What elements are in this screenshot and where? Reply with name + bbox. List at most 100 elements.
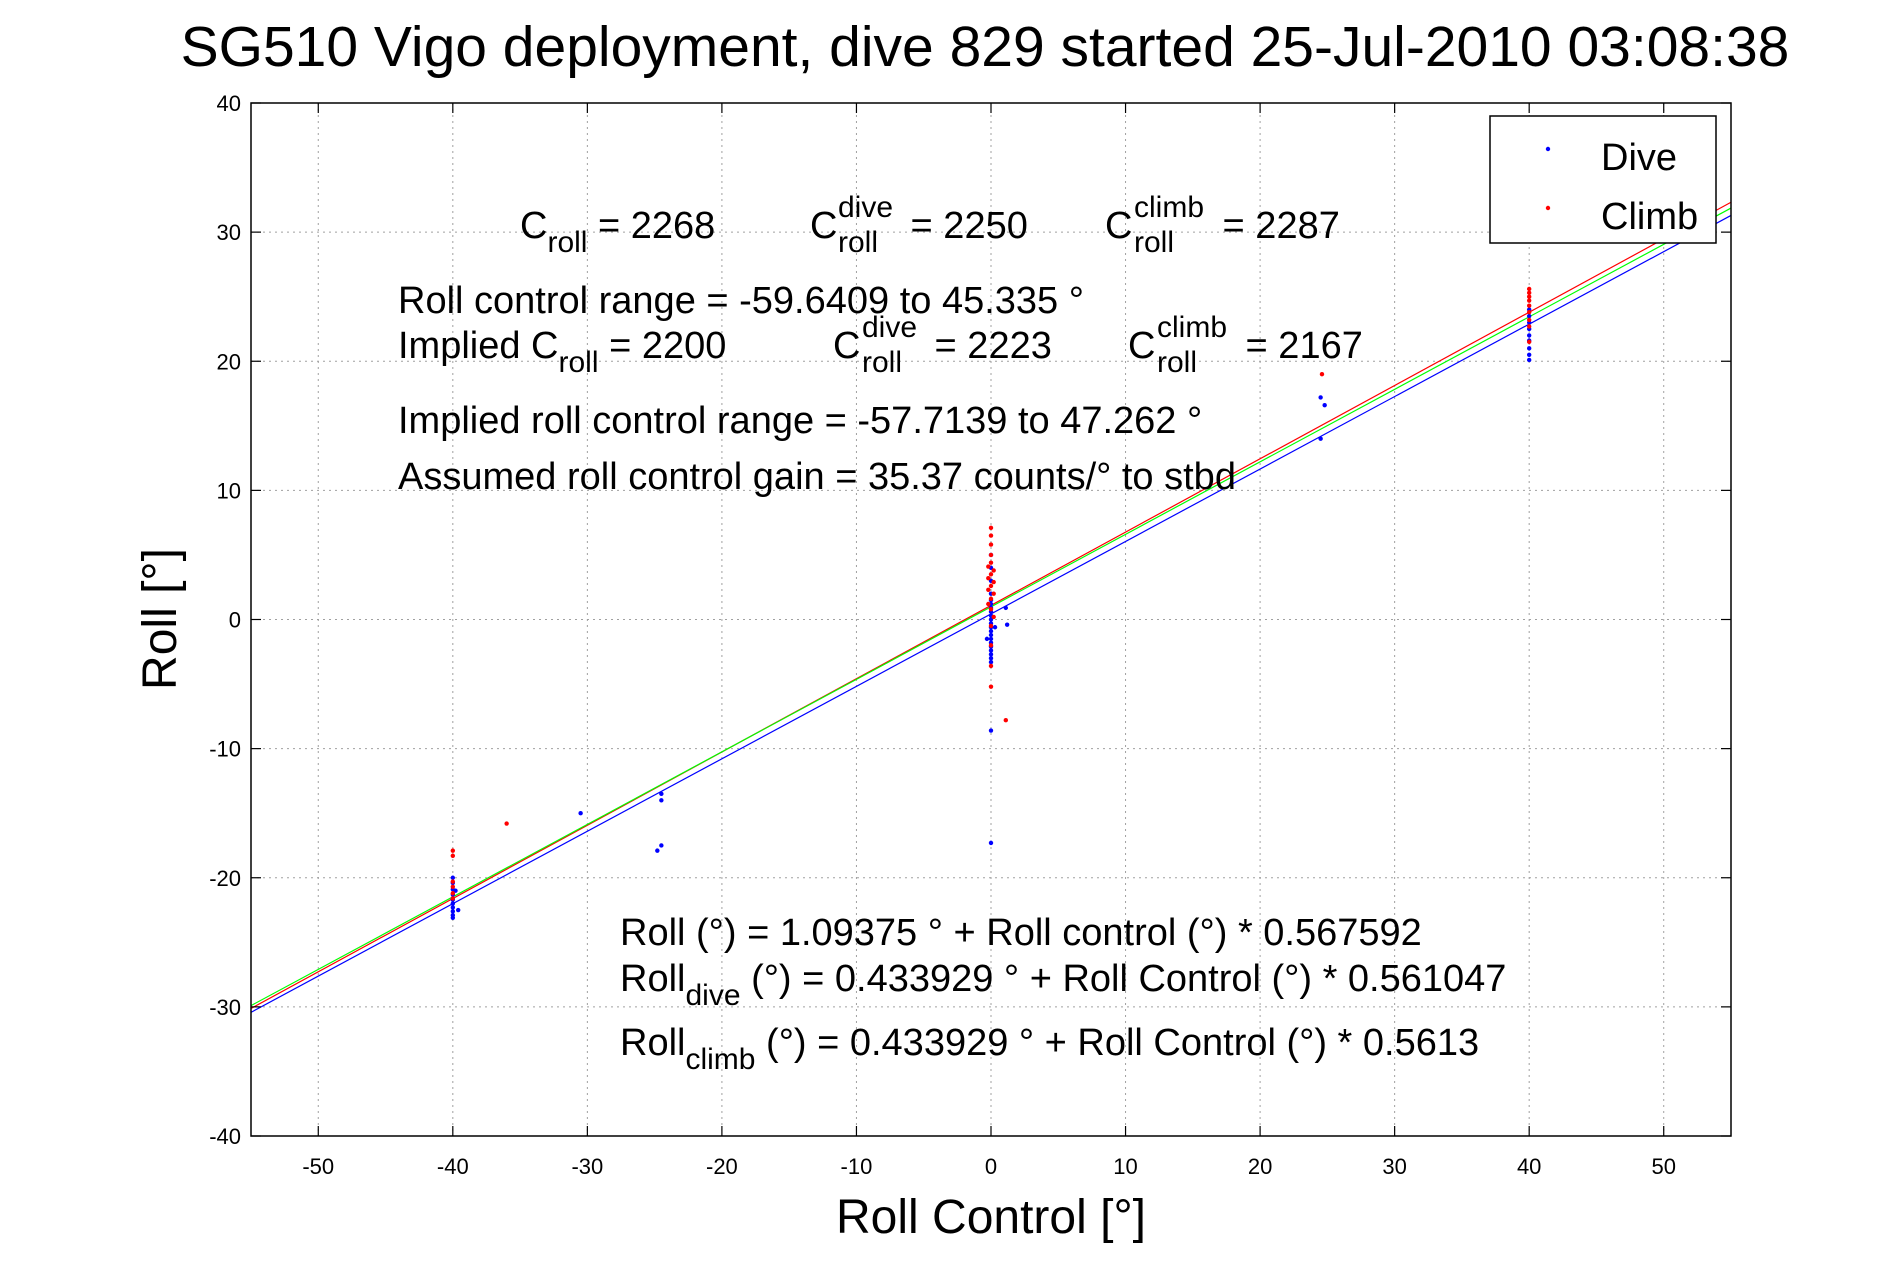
climb-point bbox=[991, 579, 996, 585]
climb-point bbox=[991, 614, 996, 620]
dive-point bbox=[1003, 605, 1008, 611]
fit-climb-base: Roll bbox=[620, 1022, 685, 1064]
climb-point bbox=[988, 643, 994, 648]
climb-point bbox=[1319, 371, 1325, 377]
x-tick-label: 40 bbox=[1517, 1154, 1541, 1179]
annotation-c-roll-dive: Cdive roll = 2250 bbox=[810, 191, 1028, 259]
y-axis-label: Roll [°] bbox=[134, 548, 187, 690]
annotations: Croll = 2268 Cdive roll = 2250 Cclimb roll… bbox=[398, 191, 1506, 1076]
implied-c-dive-sup: dive bbox=[862, 311, 917, 344]
implied-c-roll-value: = 2200 bbox=[599, 325, 727, 367]
dive-point bbox=[1004, 622, 1010, 627]
dive-point bbox=[988, 648, 994, 653]
fit-climb-sub: climb bbox=[685, 1043, 755, 1076]
dive-point bbox=[988, 659, 994, 665]
climb-point bbox=[988, 663, 994, 669]
dive-point bbox=[988, 840, 994, 846]
x-tick-label: 30 bbox=[1382, 1154, 1406, 1179]
annotation-fit-climb: Rollclimb (°) = 0.433929 ° + Roll Contro… bbox=[620, 1022, 1479, 1076]
annotation-gain: Assumed roll control gain = 35.37 counts… bbox=[398, 456, 1236, 498]
y-tick-label: -10 bbox=[209, 737, 241, 762]
dive-point bbox=[578, 810, 583, 816]
legend-marker-climb bbox=[1545, 205, 1551, 211]
climb-point bbox=[988, 560, 994, 565]
c-roll-dive-base: C bbox=[810, 205, 837, 247]
dive-point bbox=[659, 791, 664, 797]
x-axis-label: Roll Control [°] bbox=[836, 1191, 1146, 1244]
dive-point bbox=[450, 875, 456, 880]
climb-point bbox=[988, 583, 994, 589]
climb-point bbox=[986, 601, 991, 607]
dive-point bbox=[1526, 352, 1532, 357]
climb-point bbox=[1526, 294, 1532, 299]
climb-point bbox=[991, 591, 996, 596]
climb-point bbox=[988, 623, 994, 629]
fit-dive-base: Roll bbox=[620, 958, 685, 1000]
dive-point bbox=[450, 909, 456, 914]
annotation-fit-dive: Rolldive (°) = 0.433929 ° + Roll Control… bbox=[620, 958, 1506, 1012]
x-tick-label: 50 bbox=[1651, 1154, 1675, 1179]
climb-point bbox=[1526, 339, 1532, 345]
climb-point bbox=[986, 575, 991, 581]
c-roll-climb-sup: climb bbox=[1134, 191, 1204, 224]
y-tick-label: 20 bbox=[217, 349, 241, 374]
fit-dive-value: (°) = 0.433929 ° + Roll Control (°) * 0.… bbox=[741, 958, 1507, 1000]
implied-c-dive-sub: roll bbox=[862, 346, 902, 379]
x-tick-label: -10 bbox=[841, 1154, 873, 1179]
annotation-implied-range: Implied roll control range = -57.7139 to… bbox=[398, 400, 1202, 442]
grid bbox=[251, 102, 1731, 1137]
climb-point bbox=[1526, 317, 1532, 323]
climb-point bbox=[450, 879, 456, 884]
x-tick-label: -30 bbox=[571, 1154, 603, 1179]
legend: Dive Climb bbox=[1489, 115, 1717, 244]
implied-c-climb-sub: roll bbox=[1157, 346, 1197, 379]
legend-label-climb: Climb bbox=[1601, 196, 1698, 238]
implied-c-dive-value: = 2223 bbox=[924, 325, 1052, 367]
c-roll-base: C bbox=[520, 205, 547, 247]
dive-point bbox=[988, 728, 994, 733]
dive-point bbox=[450, 901, 456, 906]
implied-c-climb-value: = 2167 bbox=[1235, 325, 1363, 367]
dive-point bbox=[456, 907, 461, 913]
dive-point bbox=[655, 848, 660, 853]
climb-point bbox=[988, 596, 994, 602]
annotation-c-roll-climb: Cclimb roll = 2287 bbox=[1105, 191, 1340, 259]
dive-point bbox=[1318, 395, 1323, 400]
climb-point bbox=[988, 552, 994, 558]
climb-point bbox=[988, 542, 994, 547]
x-tick-label: -40 bbox=[437, 1154, 469, 1179]
fit-dive-sub: dive bbox=[685, 979, 740, 1012]
dive-point bbox=[1322, 402, 1327, 408]
annotation-c-roll: Croll = 2268 bbox=[520, 205, 715, 259]
x-tick-label: 10 bbox=[1113, 1154, 1137, 1179]
climb-point bbox=[450, 891, 456, 896]
climb-point bbox=[988, 606, 994, 612]
climb-point bbox=[1003, 718, 1008, 723]
dive-point bbox=[988, 656, 994, 661]
dive-point bbox=[1526, 313, 1532, 319]
climb-point bbox=[450, 848, 456, 853]
dive-point bbox=[450, 905, 456, 910]
c-roll-climb-value: = 2287 bbox=[1212, 205, 1340, 247]
c-roll-dive-value: = 2250 bbox=[900, 205, 1028, 247]
dive-point bbox=[992, 625, 998, 630]
dive-point bbox=[1526, 357, 1532, 363]
c-roll-climb-sub: roll bbox=[1134, 226, 1174, 259]
y-tick-label: 10 bbox=[217, 478, 241, 503]
annotation-implied-c-dive: Cdive roll = 2223 bbox=[833, 311, 1052, 379]
dive-point bbox=[1526, 333, 1532, 338]
y-tick-label: 30 bbox=[217, 220, 241, 245]
climb-point bbox=[991, 568, 996, 573]
dive-point bbox=[450, 915, 456, 920]
climb-point bbox=[504, 821, 509, 826]
dive-point bbox=[1318, 436, 1323, 441]
legend-box bbox=[1489, 115, 1717, 244]
y-tick-label: -40 bbox=[209, 1124, 241, 1149]
implied-c-climb-sup: climb bbox=[1157, 311, 1227, 344]
chart-title: SG510 Vigo deployment, dive 829 started … bbox=[181, 15, 1790, 79]
dive-point bbox=[988, 632, 994, 638]
dive-point bbox=[659, 843, 664, 848]
c-roll-dive-sup: dive bbox=[838, 191, 893, 224]
legend-marker-dive bbox=[1545, 146, 1551, 152]
